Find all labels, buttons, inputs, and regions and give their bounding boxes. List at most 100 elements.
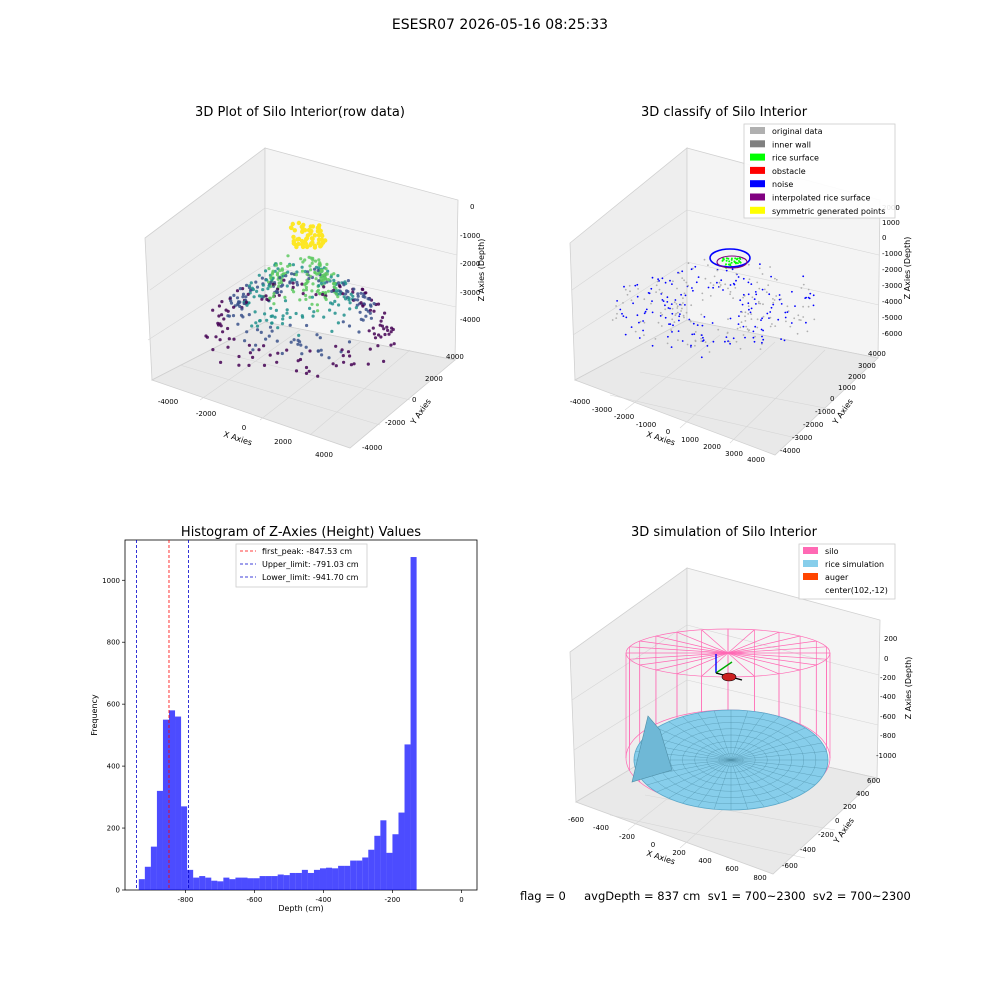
classify-point xyxy=(700,313,703,316)
raw-point xyxy=(332,285,336,289)
raw-point xyxy=(271,295,275,299)
classify-point xyxy=(664,308,667,311)
classify-grid-lines xyxy=(571,209,880,444)
classify-point xyxy=(744,315,746,318)
raw-point xyxy=(268,325,273,329)
raw-point xyxy=(291,263,295,267)
raw-point xyxy=(261,288,265,292)
classify-point xyxy=(780,303,783,305)
raw-point xyxy=(227,337,231,341)
classify-point xyxy=(685,281,688,284)
classify-point xyxy=(638,321,640,324)
histogram-reference-lines xyxy=(136,540,189,890)
classify-point xyxy=(812,294,815,297)
histogram-bar xyxy=(265,876,272,890)
raw-point xyxy=(247,343,251,347)
raw-point xyxy=(306,270,310,274)
legend-swatch xyxy=(750,153,765,161)
legend-swatch xyxy=(803,560,818,567)
classify-point xyxy=(700,334,703,336)
raw-point xyxy=(285,308,289,312)
raw-point xyxy=(316,288,320,292)
classify-point xyxy=(666,301,669,303)
classify-point xyxy=(659,315,662,317)
classify-point xyxy=(798,319,801,321)
classify-point xyxy=(761,273,764,275)
classify-point xyxy=(655,291,657,293)
histogram-bar xyxy=(380,820,387,890)
classify-point xyxy=(659,312,662,314)
raw-point xyxy=(352,362,356,366)
raw-point xyxy=(333,299,337,303)
raw-point xyxy=(347,296,351,300)
raw-point xyxy=(366,362,370,366)
histogram-bar xyxy=(338,865,345,890)
raw-point xyxy=(300,242,305,247)
classify-z-label: Z Axies (Depth) xyxy=(903,237,912,300)
histogram-bar xyxy=(295,872,302,890)
raw-point xyxy=(334,344,338,348)
simulation-z-tick: -1000 xyxy=(876,752,896,760)
raw-point xyxy=(372,309,376,313)
classify-y-tick: 3000 xyxy=(858,362,876,370)
raw-point xyxy=(308,243,313,248)
classify-point xyxy=(739,347,742,350)
classify-point xyxy=(755,303,757,305)
legend-swatch xyxy=(750,180,765,188)
classify-point xyxy=(639,320,642,323)
classify-point xyxy=(742,334,745,336)
raw-point xyxy=(321,292,325,297)
classify-point xyxy=(802,316,805,318)
simulation-x-tick: 600 xyxy=(725,865,738,873)
raw-point xyxy=(348,354,352,358)
classify-x-tick: 0 xyxy=(666,428,670,436)
raw-point xyxy=(326,269,330,273)
raw-point xyxy=(280,267,284,271)
simulation-z-label: Z Axies (Depth) xyxy=(904,657,913,720)
classify-point xyxy=(760,319,762,321)
raw-point xyxy=(382,359,386,363)
histogram-bar xyxy=(175,716,182,890)
raw-point xyxy=(300,282,304,286)
classify-point xyxy=(789,325,792,328)
classify-point xyxy=(707,264,709,266)
raw-point xyxy=(294,311,298,316)
raw-point xyxy=(319,242,324,248)
classify-point xyxy=(724,283,727,286)
classify-point xyxy=(769,316,772,319)
raw-point xyxy=(286,270,290,274)
classify-point xyxy=(691,333,694,336)
raw-point xyxy=(389,343,393,347)
raw-point xyxy=(289,340,293,344)
raw-point xyxy=(309,268,313,272)
raw-point xyxy=(313,270,317,274)
raw-point xyxy=(342,360,346,364)
classify-point xyxy=(697,276,700,278)
classify-point xyxy=(642,329,644,332)
classify-point xyxy=(724,340,726,343)
classify-point xyxy=(747,305,750,308)
raw-point xyxy=(267,267,271,271)
raw-point xyxy=(263,312,267,316)
raw-point xyxy=(336,295,340,299)
classify-point xyxy=(784,316,787,319)
raw-z-ticks: 0 -1000 -2000 -3000 -4000 xyxy=(460,203,480,324)
raw-point xyxy=(245,283,249,287)
raw-y-ticks: -4000 -2000 0 2000 4000 xyxy=(362,353,464,452)
classify-point xyxy=(744,311,747,314)
raw-point xyxy=(258,319,262,323)
raw-point xyxy=(296,359,300,363)
classify-z-tick: -1000 xyxy=(882,250,902,258)
classify-surface-ring xyxy=(709,248,751,268)
classify-point xyxy=(712,286,714,289)
classify-point xyxy=(694,265,697,268)
raw-point xyxy=(288,263,292,267)
raw-point xyxy=(346,279,350,283)
classify-point xyxy=(750,313,753,315)
classify-point xyxy=(626,293,629,296)
classify-point xyxy=(661,291,663,294)
histogram-bar xyxy=(193,877,200,890)
raw-point xyxy=(296,236,302,242)
raw-point xyxy=(272,292,276,296)
classify-point xyxy=(754,291,757,293)
